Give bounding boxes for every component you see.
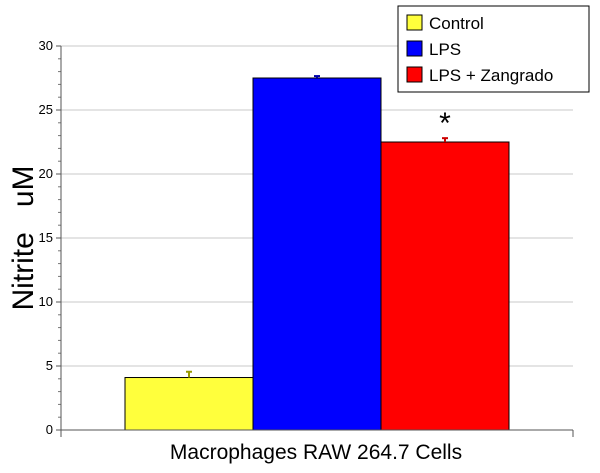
y-tick-label: 20 (39, 166, 53, 181)
y-tick-label: 10 (39, 294, 53, 309)
y-tick-label: 30 (39, 38, 53, 53)
y-tick-labels: 0 5 10 15 20 25 30 (39, 38, 61, 437)
y-tick-label: 0 (46, 422, 53, 437)
x-axis-label: Macrophages RAW 264.7 Cells (170, 441, 462, 464)
legend-swatch (406, 40, 423, 57)
legend-swatch (406, 66, 423, 83)
y-tick-label: 15 (39, 230, 53, 245)
annotations: * (439, 107, 451, 140)
legend-box (397, 5, 590, 93)
significance-marker: * (439, 107, 451, 140)
x-axis-ticks (60, 430, 574, 437)
legend-label: Control (429, 14, 484, 33)
error-bars (186, 75, 448, 378)
bar-lps (252, 77, 382, 431)
legend-label: LPS + Zangrado (429, 66, 553, 85)
legend-label: LPS (429, 40, 461, 59)
y-tick-label: 25 (39, 102, 53, 117)
bar-lps-zangrado (380, 141, 510, 431)
legend-swatch (406, 14, 423, 31)
y-tick-label: 5 (46, 358, 53, 373)
bar-control (124, 377, 254, 431)
y-axis-label: Nitrite uM (7, 165, 40, 310)
legend: Control LPS LPS + Zangrado (397, 5, 590, 93)
bars (124, 77, 510, 431)
